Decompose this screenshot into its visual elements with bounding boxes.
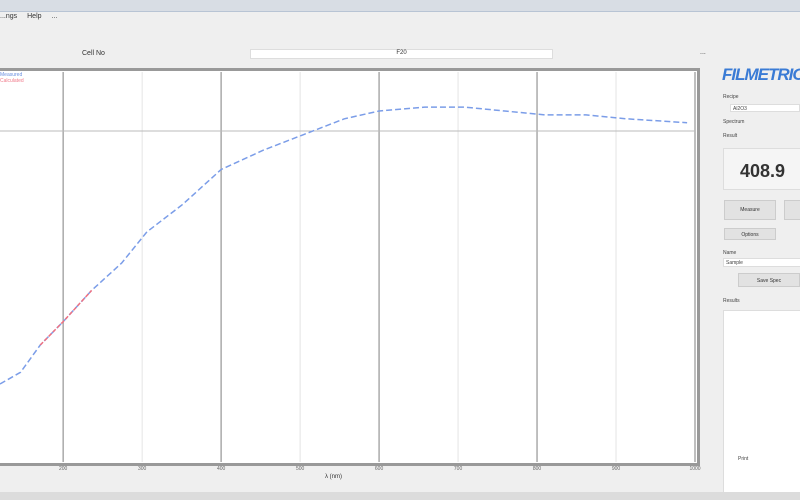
toolbar-field[interactable]: F20 (250, 49, 553, 59)
menu-item[interactable]: Help (27, 13, 42, 20)
save-spectrum-button[interactable]: Save Spec (738, 273, 800, 287)
toolbar-right-label: ... (700, 49, 706, 56)
x-tick-label: 300 (137, 466, 147, 472)
legend-calculated: Calculated (0, 78, 24, 84)
toolbar-label: Cell No (82, 50, 105, 57)
x-tick-label: 500 (295, 466, 305, 472)
results-panel (723, 310, 800, 500)
series-line-calculated (39, 289, 93, 346)
x-tick-label: 400 (216, 466, 226, 472)
spectrum-chart (0, 72, 696, 462)
result-label: Result (723, 133, 738, 139)
legend: Measured Calculated (0, 72, 24, 84)
measure-button[interactable]: Measure (724, 200, 776, 220)
filmetrics-logo: FILMETRICS (722, 65, 800, 84)
recipe-label: Recipe (723, 94, 739, 100)
name-label: Name (723, 250, 737, 256)
legend-measured: Measured (0, 72, 23, 78)
baseline-button[interactable] (784, 200, 800, 220)
print-button[interactable]: Print (738, 456, 749, 462)
x-tick-label: 800 (532, 466, 542, 472)
menu-item[interactable]: ... (51, 13, 58, 20)
name-field[interactable]: Sample (723, 258, 800, 267)
name-value: Sample (726, 260, 743, 266)
x-tick-label: 600 (374, 466, 384, 472)
menu-bar: ...ngs Help ... (0, 13, 800, 25)
sidebar: FILMETRICS Recipe Al2O3 Spectrum Result … (720, 60, 800, 500)
menu-item[interactable]: ...ngs (0, 13, 18, 20)
recipe-value: Al2O3 (733, 106, 747, 112)
status-bar (0, 492, 800, 500)
recipe-select[interactable]: Al2O3 (730, 104, 800, 112)
x-tick-label: 700 (453, 466, 463, 472)
x-axis-label: λ (nm) (325, 474, 342, 480)
x-tick-label: 900 (611, 466, 621, 472)
series-line-measured (0, 106, 688, 385)
x-tick-label: 200 (59, 466, 68, 472)
toolbar: Cell No F20 ... (0, 45, 800, 63)
options-button[interactable]: Options (724, 228, 776, 240)
x-tick-label: 1000 (689, 466, 701, 472)
results-panel-label: Results (723, 298, 740, 304)
title-bar (0, 0, 800, 12)
spectrum-label: Spectrum (723, 119, 745, 125)
thickness-readout: 408.9 (723, 148, 800, 190)
